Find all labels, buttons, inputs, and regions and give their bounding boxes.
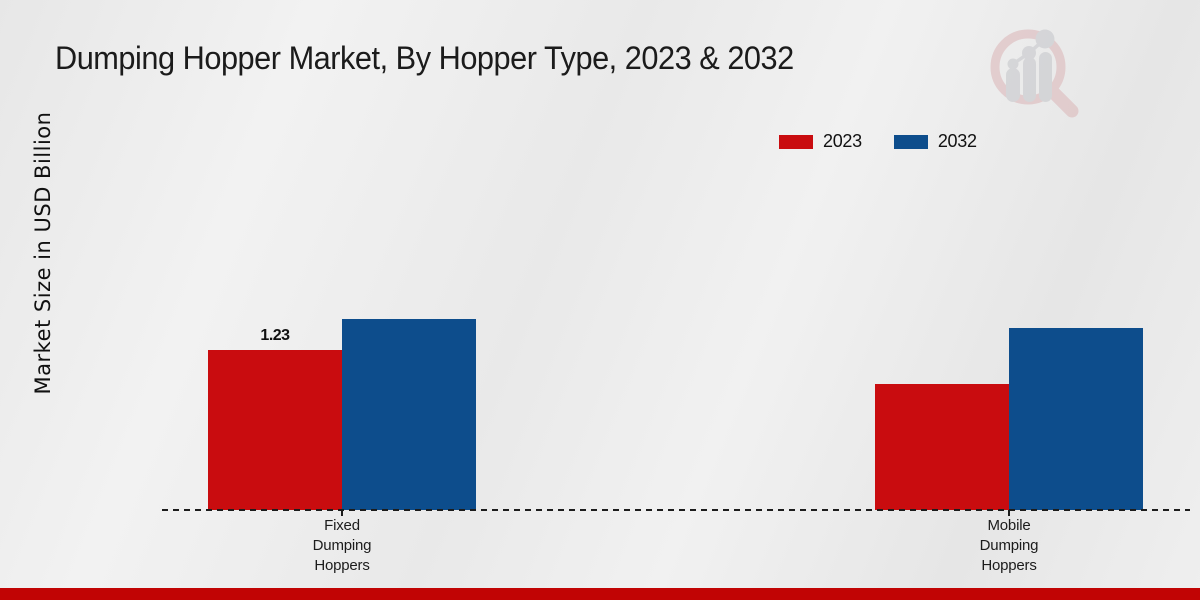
legend: 2023 2032 xyxy=(779,131,1009,152)
x-axis-baseline xyxy=(162,509,1190,511)
bar-data-label: 1.23 xyxy=(260,327,290,344)
x-tick-label-fixed-dumping-hoppers: Fixed Dumping Hoppers xyxy=(312,517,372,574)
chart-title: Dumping Hopper Market, By Hopper Type, 2… xyxy=(55,40,794,76)
bar-2032-mobile-dumping-hoppers xyxy=(1009,328,1143,510)
bar-2032-fixed-dumping-hoppers xyxy=(342,319,476,510)
legend-swatch-2023 xyxy=(779,134,813,149)
x-axis-tick-mobile xyxy=(1008,510,1010,516)
legend-label-2032: 2032 xyxy=(937,131,977,151)
x-axis-tick-fixed xyxy=(341,510,343,516)
legend-swatch-2032 xyxy=(893,134,928,149)
y-axis-label: Market Size in USD Billion xyxy=(31,111,55,395)
bar-2023-mobile-dumping-hoppers xyxy=(875,384,1009,510)
magnifier-bar-chart-logo-watermark xyxy=(990,29,1079,118)
legend-label-2023: 2023 xyxy=(823,131,862,151)
footer-bar xyxy=(0,588,1200,600)
x-tick-label-mobile-dumping-hoppers: Mobile Dumping Hoppers xyxy=(979,517,1039,574)
bar-2023-fixed-dumping-hoppers xyxy=(208,350,342,510)
